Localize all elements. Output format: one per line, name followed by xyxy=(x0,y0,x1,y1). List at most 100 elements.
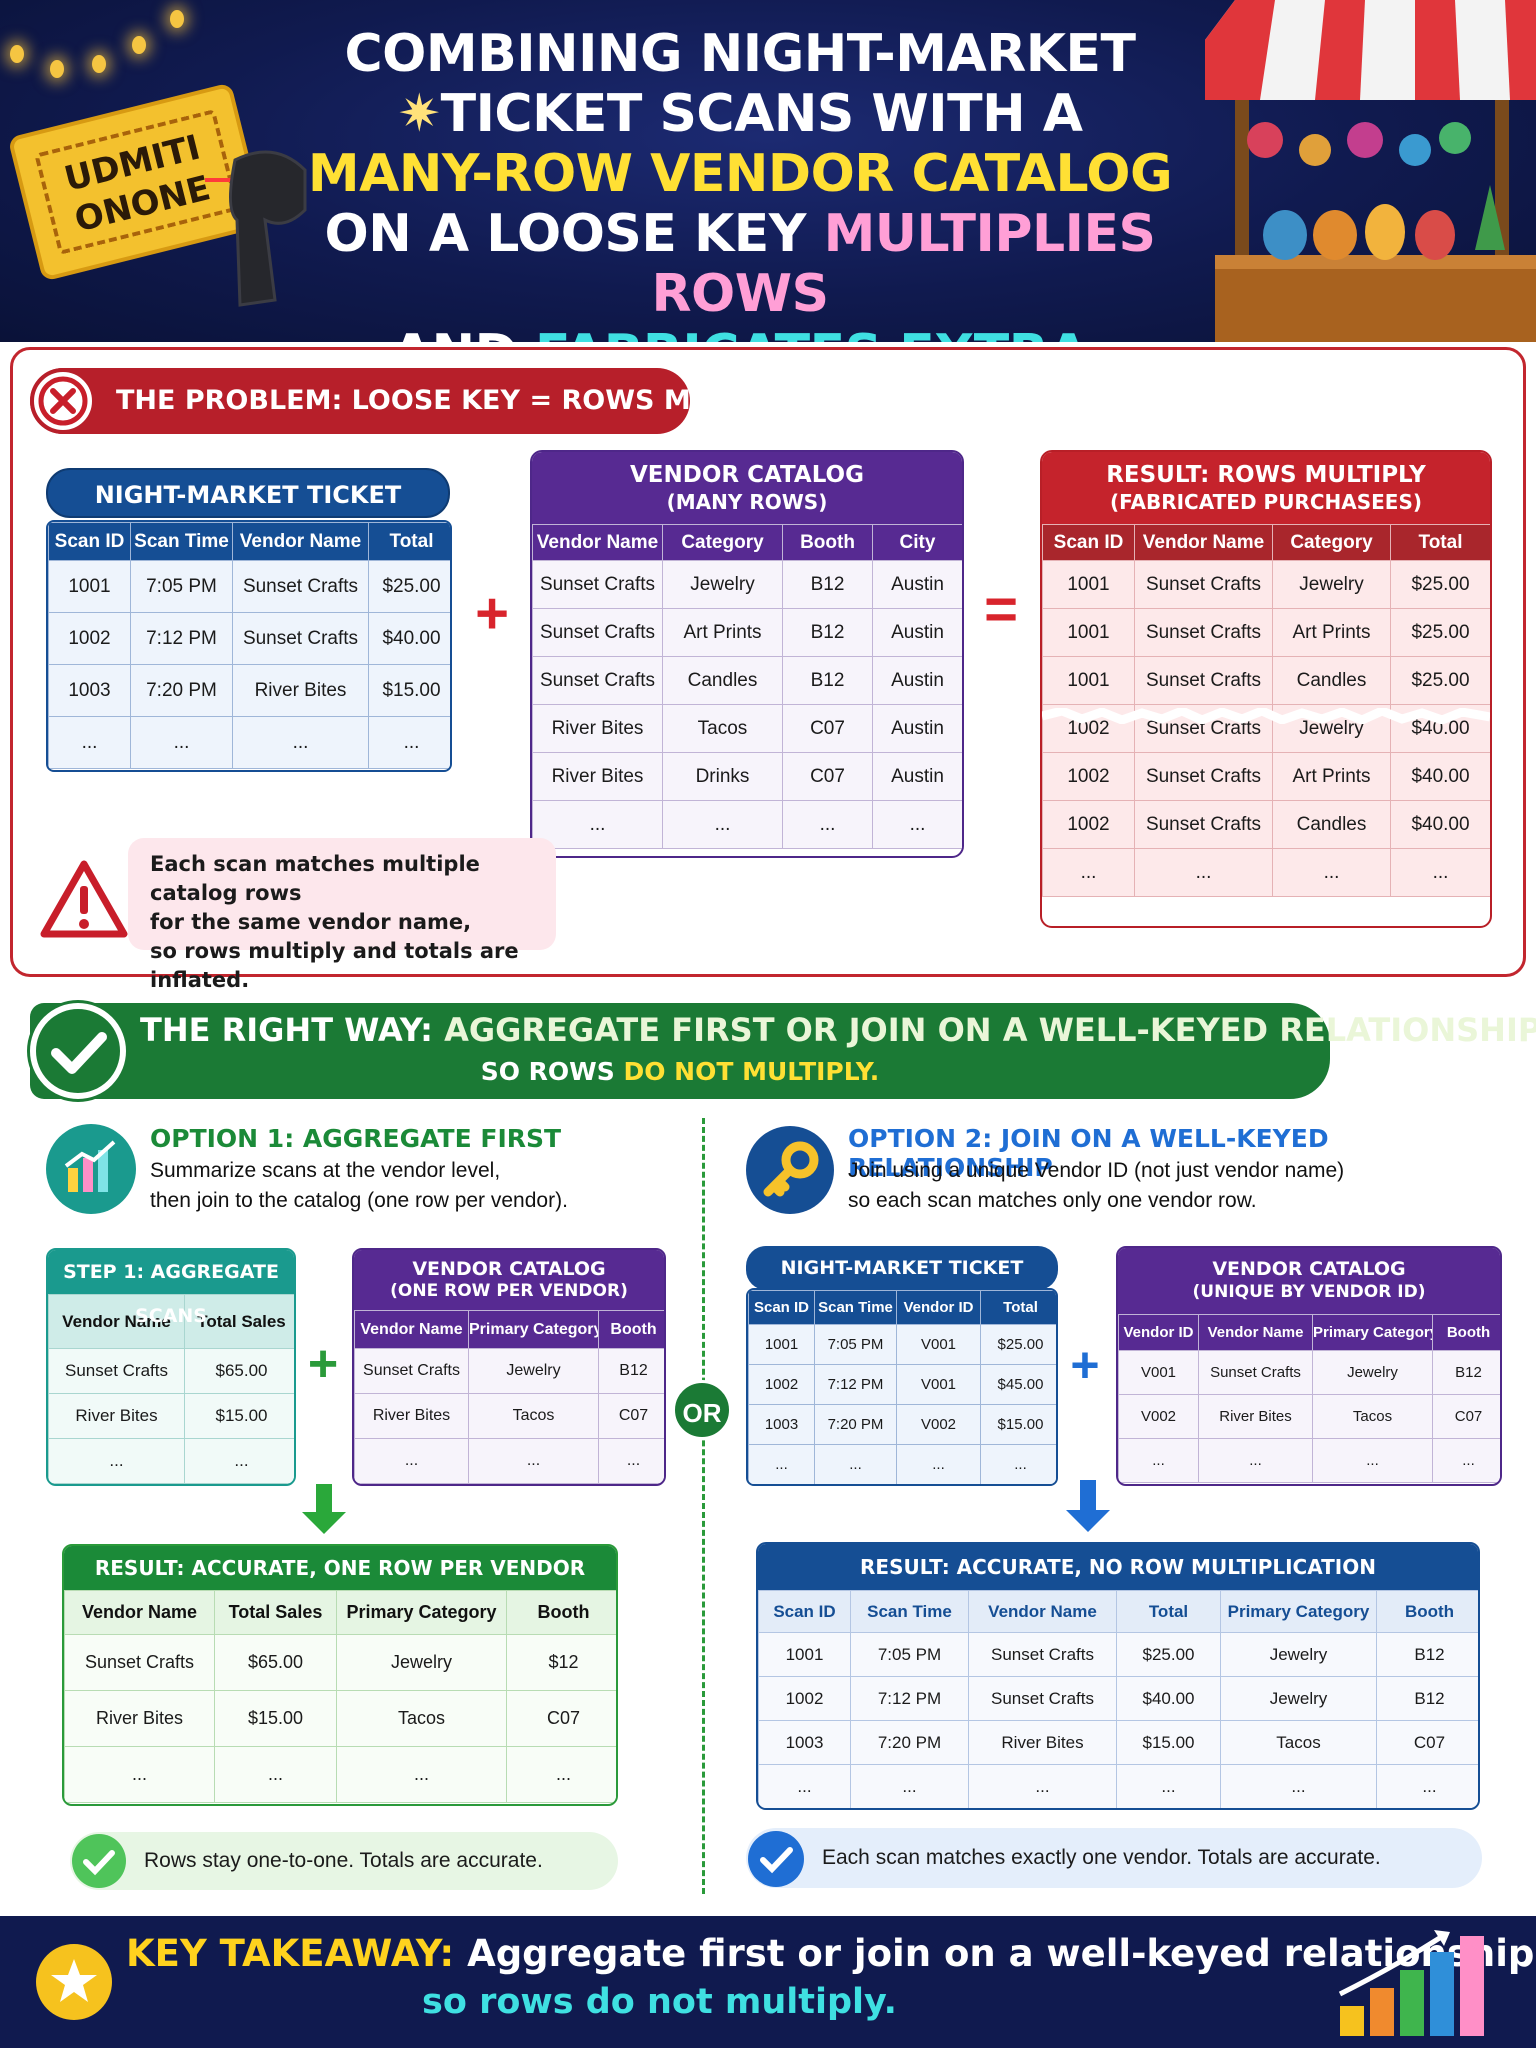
title-line-2: TICKET SCANS WITH A xyxy=(440,84,1083,144)
header-title: COMBINING NIGHT-MARKET ✷TICKET SCANS WIT… xyxy=(230,24,1250,342)
table-cell: C07 xyxy=(506,1690,616,1747)
table-cell: V002 xyxy=(1118,1394,1199,1439)
table-cell: Jewelry xyxy=(1220,1676,1377,1721)
title-line-4a: ON A LOOSE KEY xyxy=(324,204,824,264)
table-cell: 1001 xyxy=(758,1632,851,1677)
option2-desc-2: so each scan matches only one vendor row… xyxy=(848,1189,1257,1212)
table-cell: Jewelry xyxy=(662,560,783,609)
problem-title: THE PROBLEM: LOOSE KEY = ROWS MULTIPLY xyxy=(116,385,807,416)
table-cell: 1001 xyxy=(748,1324,815,1365)
table-row: ............ xyxy=(1042,848,1490,897)
table-cell: Jewelry xyxy=(1272,560,1391,609)
table-cell: ... xyxy=(48,716,131,769)
column-header: City xyxy=(872,524,962,561)
option2-result-caption: RESULT: ACCURATE, NO ROW MULTIPLICATION xyxy=(758,1544,1478,1590)
column-header: Scan ID xyxy=(48,522,131,561)
table-cell: ... xyxy=(232,716,369,769)
column-header: Scan ID xyxy=(758,1590,851,1633)
table-cell: ... xyxy=(130,716,233,769)
table-cell: 1001 xyxy=(1042,608,1135,657)
table-row: 1002 Sunset Crafts Candles $40.00 xyxy=(1042,800,1490,849)
table-cell: Tacos xyxy=(1220,1720,1377,1765)
equals-icon: = xyxy=(984,577,1018,642)
table-cell: River Bites xyxy=(48,1393,185,1439)
string-light-icon xyxy=(50,60,64,78)
table-cell: Candles xyxy=(1272,800,1391,849)
option2-footer: Each scan matches exactly one vendor. To… xyxy=(746,1828,1482,1888)
result-caption-1: RESULT: ROWS MULTIPLY xyxy=(1106,462,1426,488)
table-cell: ... xyxy=(980,1444,1056,1484)
column-header: Total Sales xyxy=(184,1294,294,1349)
table-cell: C07 xyxy=(1432,1394,1500,1439)
column-header: Vendor Name xyxy=(1134,524,1273,561)
table-cell: $25.00 xyxy=(980,1324,1056,1365)
warning-note: Each scan matches multiple catalog rows … xyxy=(128,838,556,992)
option2-result-table: RESULT: ACCURATE, NO ROW MULTIPLICATION … xyxy=(756,1542,1480,1810)
table-cell: V001 xyxy=(896,1324,981,1365)
table-row: ......... xyxy=(354,1438,664,1484)
table-cell: B12 xyxy=(1376,1676,1478,1721)
column-header: Total xyxy=(1116,1590,1221,1633)
table-cell: River Bites xyxy=(232,664,369,717)
column-header: Vendor Name xyxy=(64,1590,215,1635)
option2-scans-caption: NIGHT-MARKET TICKET SCANS xyxy=(746,1246,1058,1323)
title-line-5a: AND xyxy=(392,324,535,342)
table-row: ............ xyxy=(64,1746,616,1803)
table-cell: River Bites xyxy=(532,704,663,753)
table-cell: ... xyxy=(184,1438,294,1484)
option1-footer-text: Rows stay one-to-one. Totals are accurat… xyxy=(144,1849,543,1872)
catalog2-caption-2: (UNIQUE BY VENDOR ID) xyxy=(1192,1282,1426,1302)
table-cell: ... xyxy=(1042,848,1135,897)
warning-line-2: for the same vendor name, xyxy=(150,910,472,934)
table-cell: ... xyxy=(748,1444,815,1484)
one-row-catalog-table: VENDOR CATALOG (ONE ROW PER VENDOR) Vendo… xyxy=(352,1248,666,1486)
table-cell: B12 xyxy=(782,560,873,609)
table-cell: Sunset Crafts xyxy=(48,1348,185,1394)
table-cell: B12 xyxy=(1432,1350,1500,1395)
table-row: Sunset Crafts Jewelry B12 xyxy=(354,1348,664,1394)
table-cell: ... xyxy=(814,1444,897,1484)
market-stall-icon xyxy=(1205,0,1536,342)
table-cell: 7:05 PM xyxy=(814,1324,897,1365)
table-row: 1001 Sunset Crafts Art Prints $25.00 xyxy=(1042,608,1490,657)
table-cell: $15.00 xyxy=(214,1690,337,1747)
table-cell: B12 xyxy=(782,656,873,705)
table-row: 1002 Sunset Crafts Jewelry $40.00 xyxy=(1042,704,1490,753)
table-cell: $25.00 xyxy=(1390,560,1490,609)
table-cell: B12 xyxy=(782,608,873,657)
header-banner: UDMITI ONONE COMBINING NIGHT-MARKET ✷TICK… xyxy=(0,0,1536,342)
table-cell: $15.00 xyxy=(1116,1720,1221,1765)
catalog2-caption-1: VENDOR CATALOG xyxy=(1212,1258,1406,1280)
table-cell: ... xyxy=(598,1438,664,1484)
table-cell: 7:20 PM xyxy=(814,1404,897,1445)
table-cell: ... xyxy=(1272,848,1391,897)
table-cell: ... xyxy=(48,1438,185,1484)
catalog-caption-2: (MANY ROWS) xyxy=(666,490,828,514)
string-light-icon xyxy=(170,10,184,28)
table-cell: Jewelry xyxy=(1312,1350,1433,1395)
table-cell: Sunset Crafts xyxy=(1134,752,1273,801)
plus-icon: + xyxy=(1070,1337,1100,1393)
table-cell: Drinks xyxy=(662,752,783,801)
table-cell: Candles xyxy=(662,656,783,705)
catalog1-caption-1: VENDOR CATALOG xyxy=(412,1258,606,1280)
column-header: Scan ID xyxy=(1042,524,1135,561)
down-arrow-icon xyxy=(302,1484,346,1534)
table-cell: C07 xyxy=(1376,1720,1478,1765)
column-header: Vendor Name xyxy=(232,522,369,561)
column-header: Booth xyxy=(506,1590,616,1635)
table-cell: ... xyxy=(1390,848,1490,897)
title-line-1: COMBINING NIGHT-MARKET xyxy=(344,24,1136,84)
result-caption-2: (FABRICATED PURCHASEES) xyxy=(1109,490,1422,514)
table-cell: B12 xyxy=(1376,1632,1478,1677)
table-cell: Jewelry xyxy=(468,1348,599,1394)
table-cell: V002 xyxy=(896,1404,981,1445)
table-cell: $25.00 xyxy=(1390,656,1490,705)
table-row: 1001 Sunset Crafts Candles $25.00 xyxy=(1042,656,1490,705)
column-header: Vendor Name xyxy=(1198,1314,1313,1351)
step1-caption: STEP 1: AGGREGATE SCANS xyxy=(48,1250,294,1327)
right-way-sub-a: SO ROWS xyxy=(480,1057,624,1086)
column-header: Scan Time xyxy=(850,1590,969,1633)
table-row: River Bites Tacos C07 xyxy=(354,1393,664,1439)
table-cell: 7:20 PM xyxy=(130,664,233,717)
